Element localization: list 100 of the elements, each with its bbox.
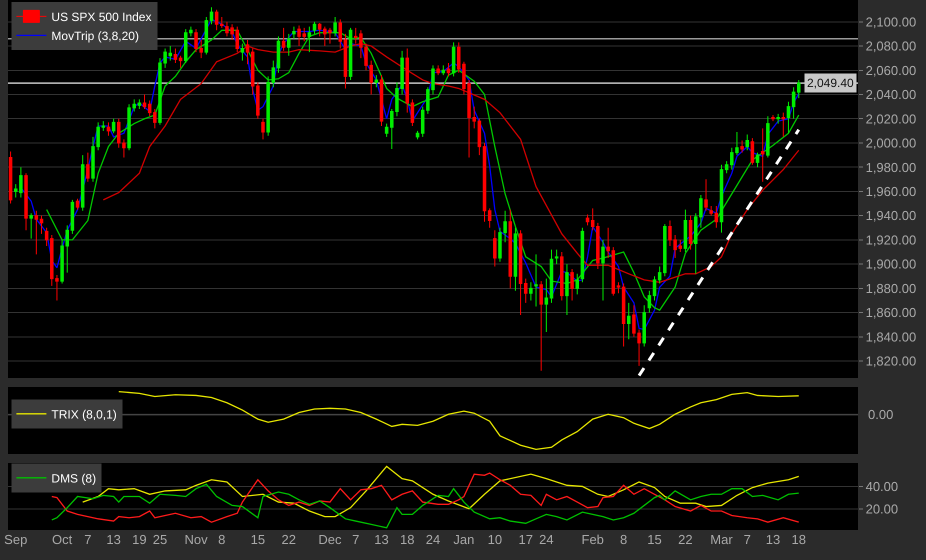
candlestick — [333, 16, 337, 37]
candlestick — [740, 140, 744, 154]
candlestick — [76, 198, 80, 210]
candlestick — [261, 118, 265, 140]
candlestick — [565, 264, 569, 316]
y-tick-label: 2,060.00 — [866, 62, 916, 78]
x-tick-label: 8 — [620, 532, 628, 547]
candlestick — [668, 220, 672, 246]
candlestick — [786, 101, 790, 134]
candlestick — [756, 152, 760, 168]
y-tick-label: 1,940.00 — [866, 208, 916, 224]
x-tick-label: 24 — [539, 532, 554, 547]
x-tick-label: Oct — [52, 532, 73, 547]
x-tick-label: 24 — [426, 532, 440, 547]
candlestick — [508, 209, 512, 289]
x-tick-label: 8 — [218, 532, 226, 547]
x-tick-label: 13 — [766, 532, 780, 547]
candlestick — [452, 42, 456, 77]
candlestick — [745, 134, 749, 151]
y-tick-label: 1,840.00 — [866, 329, 916, 344]
candlestick — [240, 43, 244, 62]
candlestick — [446, 62, 450, 77]
candlestick — [312, 21, 316, 34]
candlestick — [24, 172, 28, 231]
candlestick — [570, 268, 574, 301]
y-tick-label: 2,080.00 — [866, 38, 916, 54]
candlestick — [493, 230, 497, 268]
candlestick — [106, 122, 110, 136]
candlestick — [539, 280, 543, 372]
candlestick — [776, 113, 780, 124]
candlestick — [380, 74, 384, 126]
candlestick — [642, 304, 646, 347]
ref-line-label: 0.00 — [868, 407, 894, 422]
candlestick — [400, 50, 404, 95]
x-tick-label: 7 — [744, 532, 751, 547]
candlestick — [627, 302, 631, 340]
x-tick-label: 15 — [250, 532, 266, 547]
y-tick-label: 2,100.00 — [866, 14, 916, 30]
x-tick-label: 22 — [678, 532, 693, 547]
line-series — [51, 472, 800, 523]
x-tick-label: Mar — [710, 532, 734, 547]
candlestick — [503, 210, 507, 243]
candlestick — [601, 239, 605, 301]
y-tick-label: 1,820.00 — [866, 354, 916, 369]
candlestick — [684, 209, 688, 252]
candlestick — [782, 112, 786, 138]
ref-line-label: 2,049.40 — [807, 76, 854, 90]
y-tick-label: 1,980.00 — [866, 160, 916, 175]
candlestick — [29, 212, 33, 240]
candlestick — [760, 128, 764, 182]
candlestick — [750, 138, 754, 166]
candlestick — [225, 21, 229, 37]
x-tick-label: 18 — [792, 532, 806, 547]
y-tick-label: 1,960.00 — [866, 184, 916, 199]
line-series — [102, 42, 800, 283]
x-tick-label: 7 — [84, 532, 92, 547]
x-tick-label: 22 — [282, 532, 296, 547]
candlestick — [80, 154, 84, 212]
candlestick — [554, 249, 558, 265]
x-tick-label: Dec — [318, 532, 342, 547]
candlestick — [436, 64, 440, 76]
candlestick — [529, 282, 533, 301]
line-series — [51, 484, 800, 528]
candlestick — [86, 152, 90, 182]
candlestick — [442, 64, 446, 76]
candlestick — [637, 329, 641, 366]
legend-label: MovTrip (3,8,20) — [51, 29, 139, 44]
y-tick-label: 2,000.00 — [866, 136, 916, 151]
x-tick-label: 7 — [352, 532, 360, 547]
candlestick — [534, 254, 538, 308]
x-tick-label: Feb — [581, 532, 604, 547]
x-tick-label: 19 — [132, 532, 147, 547]
candlestick — [174, 48, 178, 64]
candlestick — [287, 33, 291, 56]
candlestick — [688, 215, 692, 250]
candlestick — [178, 55, 182, 68]
x-tick-label: Nov — [184, 532, 208, 547]
x-tick-label: 15 — [647, 532, 662, 547]
x-tick-label: Jan — [453, 532, 474, 547]
x-tick-label: 13 — [374, 532, 389, 547]
x-tick-label: 25 — [152, 532, 168, 547]
x-tick-label: Sep — [4, 532, 28, 547]
candlestick — [704, 178, 708, 212]
candlestick — [374, 74, 378, 88]
x-tick-label: 13 — [106, 532, 121, 547]
x-tick-label: 10 — [488, 532, 502, 547]
candlestick — [766, 116, 770, 158]
candlestick — [575, 273, 579, 295]
candlestick — [308, 26, 312, 53]
candlestick — [292, 26, 296, 40]
y-tick-label: 1,900.00 — [866, 256, 916, 272]
candlestick — [8, 150, 12, 204]
candlestick — [348, 27, 352, 80]
candlestick — [560, 252, 564, 301]
candlestick — [648, 290, 652, 314]
x-tick-label: 18 — [400, 532, 414, 547]
candlestick — [498, 227, 502, 262]
y-tick-label: 1,880.00 — [866, 280, 916, 296]
candlestick — [632, 304, 636, 338]
x-tick-label: 17 — [518, 532, 533, 547]
